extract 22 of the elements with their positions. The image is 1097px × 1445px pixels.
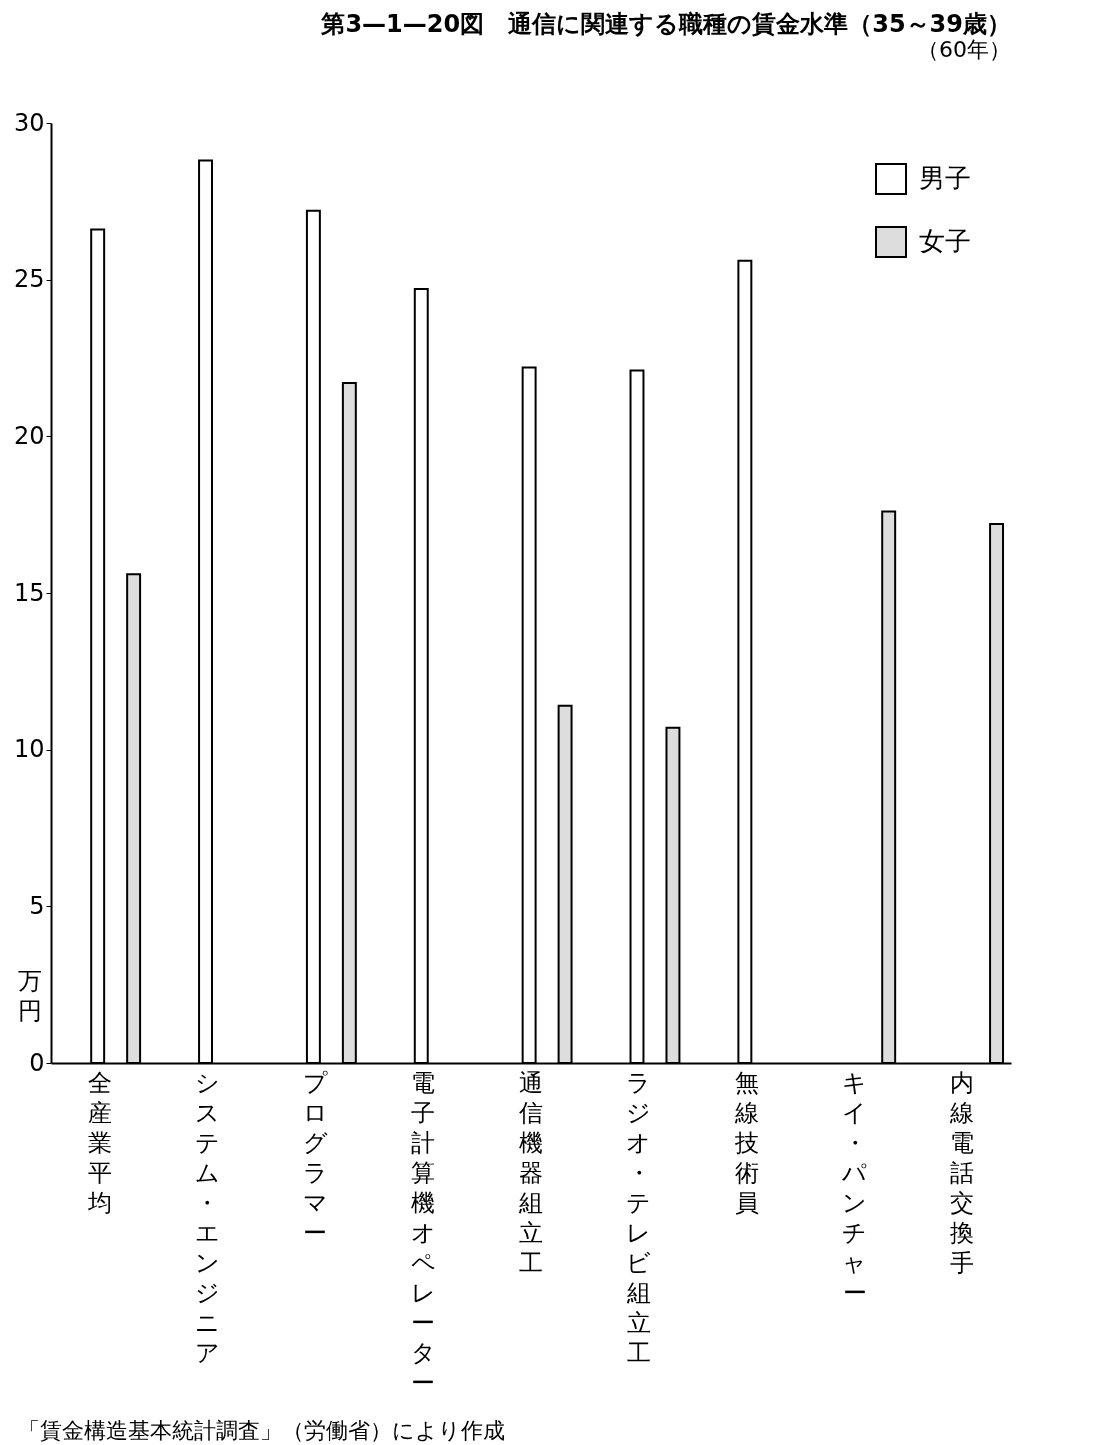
chart-subtitle: （60年）: [917, 37, 1011, 62]
category-label: 電子計算機オペレーター: [410, 1068, 436, 1397]
y-axis-title: 万円: [17, 966, 42, 1025]
y-tick-label: 10: [13, 735, 45, 764]
y-tick-label: 15: [13, 578, 45, 607]
chart-title: 第3—1—20図 通信に関連する職種の賃金水準（35～39歳）: [320, 10, 1011, 38]
text: 「賃金構造基本統計調査」（労働省）により作成: [18, 1417, 506, 1445]
y-tick-label: 5: [29, 891, 45, 920]
y-tick-label: 0: [29, 1048, 45, 1077]
x-tick-label: キイ・パンチャー: [841, 1068, 868, 1307]
x-tick-label: 内線電話交換手: [949, 1068, 975, 1277]
category-label: ラジオ・テレビ組立工: [626, 1068, 652, 1367]
x-tick-label: 無線技術員: [733, 1068, 759, 1217]
y-tick-label: 30: [13, 108, 45, 137]
legend-label: 女子: [919, 226, 971, 256]
legend-label: 男子: [919, 163, 971, 193]
x-tick-label: 全産業平均: [86, 1068, 112, 1217]
y-tick-label: 20: [13, 421, 45, 450]
y-tick-label: 25: [13, 265, 45, 294]
category-label: システム・エンジニア: [194, 1068, 220, 1367]
x-tick-label: 通信機器組立工: [518, 1068, 543, 1277]
x-tick-label: プログラマー: [302, 1068, 328, 1247]
